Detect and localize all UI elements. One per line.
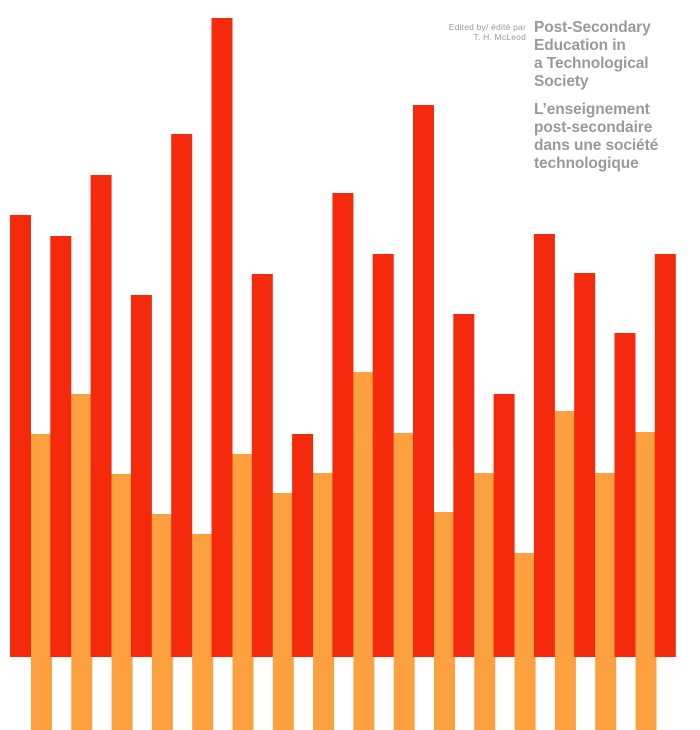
orange-bar	[393, 433, 415, 730]
red-bar	[493, 394, 515, 657]
red-bar	[533, 234, 555, 657]
red-bar	[292, 434, 314, 657]
french-title-line-3: dans une société	[534, 137, 659, 154]
orange-bar	[353, 372, 375, 730]
red-bar	[574, 273, 596, 657]
editor-credit: Edited by/ édité par T. H. McLeod	[420, 22, 526, 42]
english-title-line-4: Society	[534, 73, 589, 90]
red-bar	[453, 314, 475, 657]
orange-bar	[71, 394, 93, 730]
red-bars-group	[10, 18, 676, 657]
red-bar	[211, 18, 233, 657]
orange-bar	[232, 454, 254, 730]
french-title-line-1: L’enseignement	[534, 101, 650, 118]
orange-bar	[151, 514, 173, 730]
english-title-line-1: Post-Secondary	[534, 19, 651, 36]
red-bar	[614, 333, 636, 657]
orange-bar	[31, 434, 52, 730]
orange-bar	[554, 411, 576, 730]
orange-bar	[474, 473, 496, 730]
english-title-line-3: a Technological	[534, 55, 649, 72]
editor-credit-line-2: T. H. McLeod	[473, 32, 526, 42]
red-bar	[50, 236, 72, 657]
editor-credit-line-1: Edited by/ édité par	[448, 22, 526, 32]
orange-bar	[514, 553, 536, 730]
orange-bar	[434, 512, 455, 730]
english-title: Post-Secondary Education in a Technologi…	[534, 19, 694, 91]
orange-bars-group	[31, 372, 657, 730]
orange-bar	[635, 432, 657, 730]
red-bar	[251, 274, 273, 657]
red-bar	[332, 193, 354, 657]
french-title: L’enseignement post-secondaire dans une …	[534, 101, 694, 173]
red-bar	[90, 175, 112, 657]
red-bar	[10, 215, 31, 657]
orange-bar	[111, 474, 133, 730]
english-title-line-2: Education in	[534, 37, 626, 54]
red-bar	[413, 105, 434, 657]
book-titles: Post-Secondary Education in a Technologi…	[534, 19, 694, 173]
orange-bar	[272, 493, 294, 730]
red-bar	[171, 134, 193, 657]
orange-bar	[192, 534, 214, 730]
red-bar	[130, 295, 152, 657]
orange-bar	[313, 473, 335, 730]
orange-bar	[595, 473, 617, 730]
french-title-line-4: technologique	[534, 155, 639, 172]
red-bar	[372, 254, 394, 657]
french-title-line-2: post-secondaire	[534, 119, 653, 136]
red-bar	[654, 254, 676, 657]
